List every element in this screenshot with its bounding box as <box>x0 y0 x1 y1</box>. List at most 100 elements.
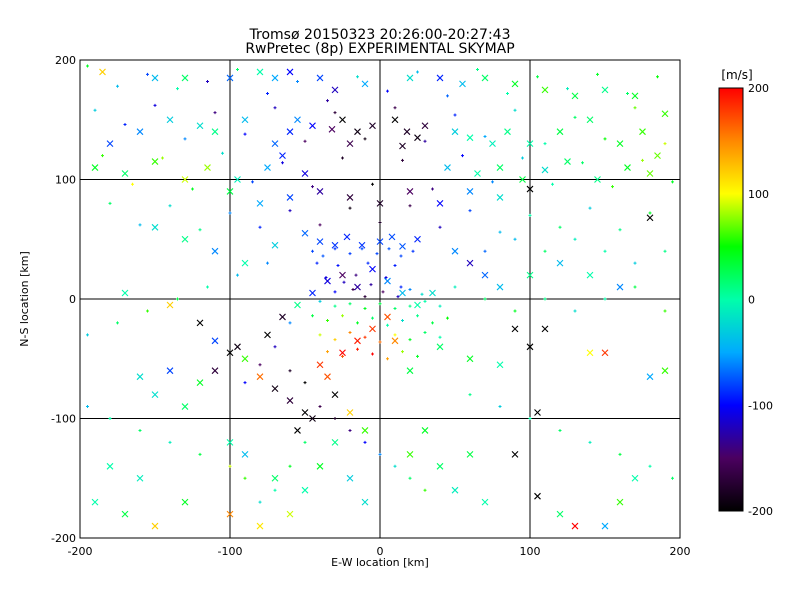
data-point-plus <box>198 228 202 232</box>
data-point-plus <box>363 307 367 311</box>
data-point-plus <box>236 68 239 72</box>
data-point-x <box>429 289 436 297</box>
data-point-x <box>511 80 519 88</box>
x-tick-label: -200 <box>68 545 93 558</box>
data-point-x <box>564 158 571 165</box>
data-point-plus <box>573 115 577 119</box>
data-point-x <box>241 116 249 124</box>
data-point-plus <box>438 335 442 339</box>
data-point-x <box>601 522 609 530</box>
data-point-x <box>594 176 601 183</box>
data-point-x <box>403 128 411 136</box>
data-point-plus <box>369 283 373 287</box>
data-point-x <box>324 373 331 381</box>
data-point-plus <box>476 68 479 72</box>
data-point-plus <box>438 304 442 308</box>
data-point-plus <box>386 323 389 327</box>
data-point-plus <box>399 254 403 258</box>
data-point-plus <box>378 452 382 456</box>
data-point-x <box>328 125 336 133</box>
data-point-plus <box>663 309 667 313</box>
data-point-x <box>309 415 316 422</box>
data-point-plus <box>498 405 502 409</box>
data-point-x <box>339 271 346 279</box>
data-point-plus <box>528 417 532 420</box>
data-point-x <box>406 74 414 82</box>
data-point-x <box>294 116 301 124</box>
data-point-plus <box>566 87 569 91</box>
data-point-x <box>376 200 384 207</box>
data-point-plus <box>641 158 644 162</box>
data-point-plus <box>356 75 359 79</box>
data-point-x <box>526 271 534 279</box>
data-point-x <box>241 259 249 267</box>
data-point-plus <box>348 428 352 432</box>
data-point-plus <box>273 106 277 110</box>
data-point-x <box>256 522 264 530</box>
data-point-plus <box>341 314 344 318</box>
data-point-plus <box>483 134 487 138</box>
data-point-plus <box>378 302 382 306</box>
data-point-x <box>361 80 369 88</box>
data-point-plus <box>408 304 412 308</box>
data-point-x <box>586 116 594 124</box>
data-point-plus <box>378 340 382 344</box>
x-tick-label: -100 <box>218 545 243 558</box>
data-point-plus <box>108 201 112 205</box>
data-point-x <box>343 233 351 241</box>
data-point-plus <box>521 156 524 160</box>
data-point-x <box>136 128 144 136</box>
data-point-x <box>271 474 279 482</box>
data-point-plus <box>168 204 172 208</box>
colorbar-tick-label: 0 <box>748 294 755 307</box>
data-point-x <box>369 325 376 333</box>
data-point-plus <box>258 363 262 367</box>
data-point-plus <box>356 321 359 325</box>
data-point-x <box>286 68 294 76</box>
data-point-plus <box>648 211 652 215</box>
data-point-x <box>226 188 234 195</box>
data-point-plus <box>281 161 284 165</box>
data-point-x <box>436 343 444 351</box>
data-point-plus <box>333 247 337 251</box>
y-tick-label: 200 <box>55 54 76 67</box>
data-point-x <box>226 439 234 446</box>
data-point-x <box>466 259 474 267</box>
data-point-plus <box>371 352 374 356</box>
data-point-x <box>541 325 549 333</box>
data-point-x <box>519 176 526 183</box>
data-point-plus <box>491 180 494 184</box>
data-point-plus <box>558 225 562 229</box>
data-point-plus <box>273 488 277 492</box>
x-tick-label: 100 <box>520 545 541 558</box>
data-point-plus <box>153 103 157 107</box>
y-tick-label: 0 <box>69 293 76 306</box>
data-point-x <box>466 450 474 458</box>
data-point-x <box>496 283 504 291</box>
data-point-x <box>331 86 339 94</box>
data-point-x <box>181 176 189 183</box>
data-point-plus <box>386 357 389 361</box>
data-point-plus <box>123 123 127 127</box>
data-point-plus <box>573 309 577 313</box>
data-point-x <box>639 128 646 136</box>
data-point-plus <box>423 139 427 143</box>
data-point-plus <box>573 237 577 241</box>
data-point-x <box>286 397 294 404</box>
data-point-x <box>354 128 361 136</box>
data-point-x <box>309 289 316 297</box>
data-point-plus <box>371 316 374 320</box>
data-point-x <box>474 170 481 177</box>
data-point-x <box>234 176 241 183</box>
data-point-plus <box>321 254 325 258</box>
data-point-plus <box>408 476 412 480</box>
data-point-x <box>354 283 361 291</box>
data-point-plus <box>146 72 149 76</box>
data-point-x <box>541 166 549 174</box>
data-point-x <box>526 140 534 148</box>
data-point-plus <box>416 314 419 318</box>
data-point-x <box>316 462 324 470</box>
data-point-plus <box>360 247 364 251</box>
data-point-x <box>301 486 309 494</box>
chart-title: Tromsø 20150323 20:26:00-20:27:43 <box>249 27 511 43</box>
